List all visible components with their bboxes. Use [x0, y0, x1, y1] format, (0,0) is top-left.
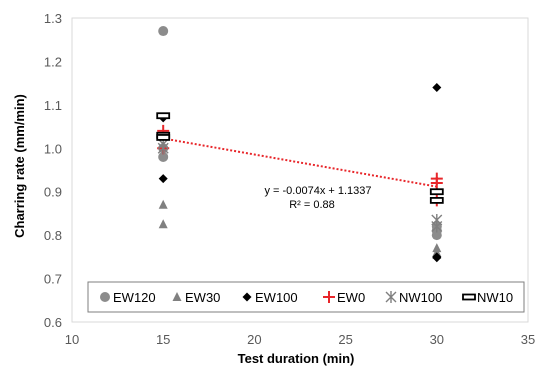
y-axis-title: Charring rate (mm/min): [12, 94, 27, 238]
x-tick-label: 35: [521, 332, 535, 347]
legend-marker-ew120: [100, 292, 110, 302]
legend-label-ew30: EW30: [185, 290, 220, 305]
point-ew120: [431, 230, 442, 241]
y-tick-label: 0.8: [44, 228, 62, 243]
plot-border: [71, 17, 529, 323]
x-axis-title: Test duration (min): [238, 351, 355, 366]
y-tick-label: 1.3: [44, 11, 62, 26]
legend-label-nw10: NW10: [477, 290, 513, 305]
point-nw100: [431, 220, 443, 233]
y-tick-label: 0.9: [44, 185, 62, 200]
point-nw100: [157, 142, 169, 155]
point-nw10: [156, 112, 171, 120]
legend-marker-nw100: [385, 291, 397, 303]
y-tick-label: 0.7: [44, 272, 62, 287]
point-ew30: [158, 199, 168, 209]
legend-label-ew100: EW100: [255, 290, 298, 305]
x-tick-label: 30: [430, 332, 444, 347]
legend-box: [87, 281, 525, 313]
point-ew0: [430, 177, 443, 190]
y-tick-label: 0.6: [44, 315, 62, 330]
y-tick-label: 1.1: [44, 98, 62, 113]
point-nw10: [156, 134, 171, 141]
plot-area: [71, 17, 529, 323]
legend-marker-ew30: [172, 292, 182, 301]
tick-labels-layer: 10 15 20 25 30 35 0.6 0.7 0.8 0.9 1.0 1.1 1.2 1.3: [44, 11, 535, 347]
legend-marker-ew0: [323, 291, 335, 303]
point-ew100: [432, 82, 442, 92]
point-ew100: [158, 174, 168, 184]
legend-marker-nw10: [462, 293, 476, 301]
y-tick-label: 1.0: [44, 141, 62, 156]
legend: EW120 EW30 EW100 EW0 NW100 NW10: [87, 281, 525, 313]
point-ew100: [432, 253, 442, 263]
trendline: [163, 137, 437, 188]
point-ew120: [158, 151, 169, 162]
x-tick-label: 10: [65, 332, 79, 347]
x-tick-label: 20: [247, 332, 261, 347]
legend-label-ew0: EW0: [337, 290, 365, 305]
point-nw10: [429, 196, 444, 204]
trendline-r-squared: R² = 0.88: [289, 199, 335, 211]
point-ew120: [158, 26, 169, 37]
data-points-layer: [156, 26, 444, 263]
legend-marker-ew100: [242, 292, 252, 302]
point-ew30: [158, 219, 168, 229]
x-tick-label: 15: [156, 332, 170, 347]
legend-label-nw100: NW100: [399, 290, 442, 305]
legend-label-ew120: EW120: [113, 290, 156, 305]
point-nw10: [429, 188, 444, 196]
y-tick-label: 1.2: [44, 54, 62, 69]
trendline-equation: y = -0.0074x + 1.1337: [264, 185, 371, 197]
trendline-layer: [163, 137, 437, 188]
x-tick-label: 25: [338, 332, 352, 347]
